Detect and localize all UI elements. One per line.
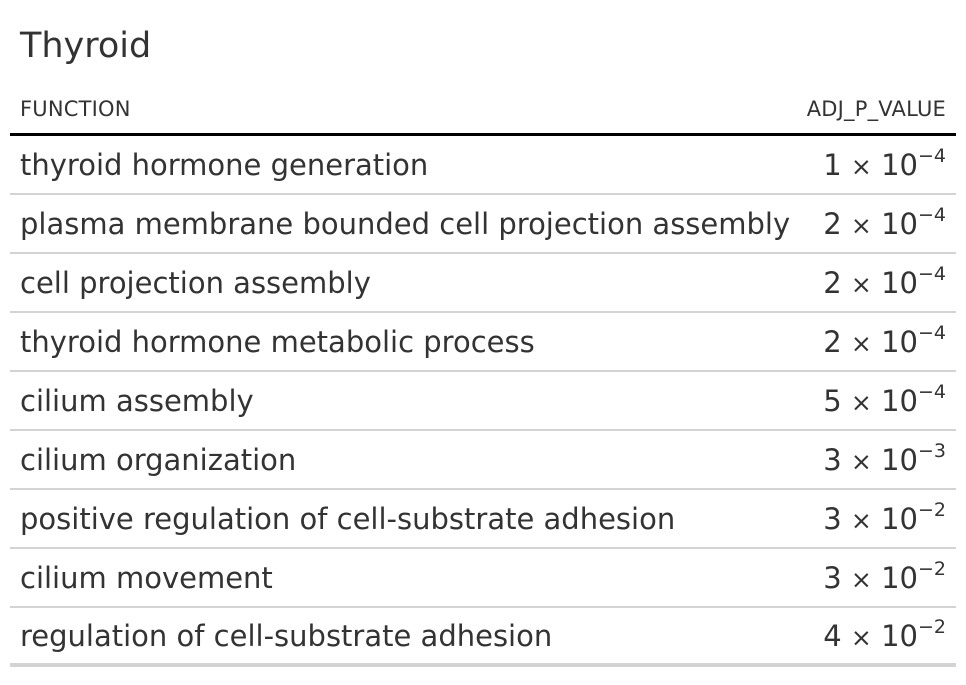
table-row: cilium assembly 5 × 10−4 [10, 372, 956, 431]
function-cell: thyroid hormone generation [20, 147, 429, 182]
adj-p-value-cell: 3 × 10−2 [823, 557, 946, 595]
p-value-exponent: −4 [917, 203, 946, 226]
adj-p-value-cell: 3 × 10−2 [823, 498, 946, 536]
multiplication-sign: × [850, 505, 872, 535]
adj-p-value-cell: 3 × 10−3 [823, 439, 946, 477]
p-value-exponent: −2 [917, 557, 946, 580]
column-header-adj-p-value: ADJ_P_VALUE [806, 97, 946, 121]
p-value-base: 10 [881, 206, 918, 241]
p-value-exponent: −3 [917, 439, 946, 462]
function-cell: plasma membrane bounded cell projection … [20, 206, 791, 241]
p-value-base: 10 [881, 147, 918, 182]
table-row: positive regulation of cell-substrate ad… [10, 490, 956, 549]
multiplication-sign: × [850, 564, 872, 594]
p-value-base: 10 [881, 501, 918, 536]
p-value-mantissa: 2 [823, 324, 842, 359]
multiplication-sign: × [850, 328, 872, 358]
p-value-exponent: −4 [917, 380, 946, 403]
p-value-exponent: −4 [917, 144, 946, 167]
p-value-mantissa: 3 [823, 442, 842, 477]
p-value-mantissa: 2 [823, 206, 842, 241]
table-row: regulation of cell-substrate adhesion 4 ×… [10, 608, 956, 667]
p-value-base: 10 [881, 383, 918, 418]
multiplication-sign: × [850, 622, 872, 652]
adj-p-value-cell: 2 × 10−4 [823, 321, 946, 359]
p-value-mantissa: 4 [823, 618, 842, 653]
p-value-base: 10 [881, 265, 918, 300]
p-value-base: 10 [881, 618, 918, 653]
table-body: thyroid hormone generation 1 × 10−4 plasma… [10, 136, 956, 667]
multiplication-sign: × [850, 151, 872, 181]
p-value-mantissa: 3 [823, 560, 842, 595]
table-row: cilium movement 3 × 10−2 [10, 549, 956, 608]
function-cell: regulation of cell-substrate adhesion [20, 618, 553, 653]
multiplication-sign: × [850, 210, 872, 240]
multiplication-sign: × [850, 387, 872, 417]
multiplication-sign: × [850, 269, 872, 299]
adj-p-value-cell: 2 × 10−4 [823, 262, 946, 300]
p-value-mantissa: 2 [823, 265, 842, 300]
table-row: cilium organization 3 × 10−3 [10, 431, 956, 490]
column-header-function: FUNCTION [20, 97, 131, 121]
p-value-mantissa: 3 [823, 501, 842, 536]
p-value-base: 10 [881, 442, 918, 477]
adj-p-value-cell: 4 × 10−2 [823, 615, 946, 653]
p-value-base: 10 [881, 324, 918, 359]
results-table: Thyroid FUNCTION ADJ_P_VALUE thyroid hor… [10, 0, 956, 667]
function-cell: positive regulation of cell-substrate ad… [20, 501, 676, 536]
p-value-exponent: −4 [917, 262, 946, 285]
table-header: FUNCTION ADJ_P_VALUE [10, 92, 956, 136]
function-cell: thyroid hormone metabolic process [20, 324, 535, 359]
table-row: thyroid hormone generation 1 × 10−4 [10, 136, 956, 195]
p-value-mantissa: 5 [823, 383, 842, 418]
function-cell: cilium organization [20, 442, 297, 477]
p-value-exponent: −2 [917, 615, 946, 638]
adj-p-value-cell: 5 × 10−4 [823, 380, 946, 418]
p-value-exponent: −4 [917, 321, 946, 344]
table-row: cell projection assembly 2 × 10−4 [10, 254, 956, 313]
p-value-exponent: −2 [917, 498, 946, 521]
table-row: thyroid hormone metabolic process 2 × 10−… [10, 313, 956, 372]
function-cell: cilium assembly [20, 383, 254, 418]
multiplication-sign: × [850, 446, 872, 476]
function-cell: cell projection assembly [20, 265, 371, 300]
table-row: plasma membrane bounded cell projection … [10, 195, 956, 254]
function-cell: cilium movement [20, 560, 273, 595]
adj-p-value-cell: 1 × 10−4 [823, 144, 946, 182]
p-value-base: 10 [881, 560, 918, 595]
adj-p-value-cell: 2 × 10−4 [823, 203, 946, 241]
p-value-mantissa: 1 [823, 147, 842, 182]
table-title: Thyroid [20, 26, 152, 66]
